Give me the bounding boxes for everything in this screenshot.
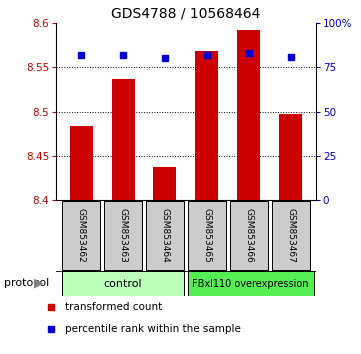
Text: control: control <box>104 279 142 289</box>
Text: GSM853462: GSM853462 <box>77 208 86 263</box>
Text: GSM853466: GSM853466 <box>244 208 253 263</box>
FancyBboxPatch shape <box>188 271 314 296</box>
Bar <box>237 30 260 200</box>
Bar <box>195 51 218 200</box>
FancyBboxPatch shape <box>62 201 100 270</box>
FancyBboxPatch shape <box>146 201 184 270</box>
Bar <box>279 114 302 200</box>
Bar <box>70 126 93 200</box>
Text: GSM853465: GSM853465 <box>203 208 212 263</box>
FancyBboxPatch shape <box>62 271 184 296</box>
Title: GDS4788 / 10568464: GDS4788 / 10568464 <box>111 6 261 21</box>
Text: GSM853464: GSM853464 <box>160 208 169 263</box>
FancyBboxPatch shape <box>188 201 226 270</box>
FancyBboxPatch shape <box>104 201 142 270</box>
Text: FBxl110 overexpression: FBxl110 overexpression <box>192 279 309 289</box>
Text: percentile rank within the sample: percentile rank within the sample <box>65 324 241 334</box>
Bar <box>112 79 135 200</box>
FancyBboxPatch shape <box>271 201 310 270</box>
Text: ▶: ▶ <box>34 277 44 290</box>
Bar <box>153 167 177 200</box>
Text: GSM853467: GSM853467 <box>286 208 295 263</box>
FancyBboxPatch shape <box>230 201 268 270</box>
Text: GSM853463: GSM853463 <box>118 208 127 263</box>
Text: transformed count: transformed count <box>65 302 162 312</box>
Text: protocol: protocol <box>4 278 49 288</box>
